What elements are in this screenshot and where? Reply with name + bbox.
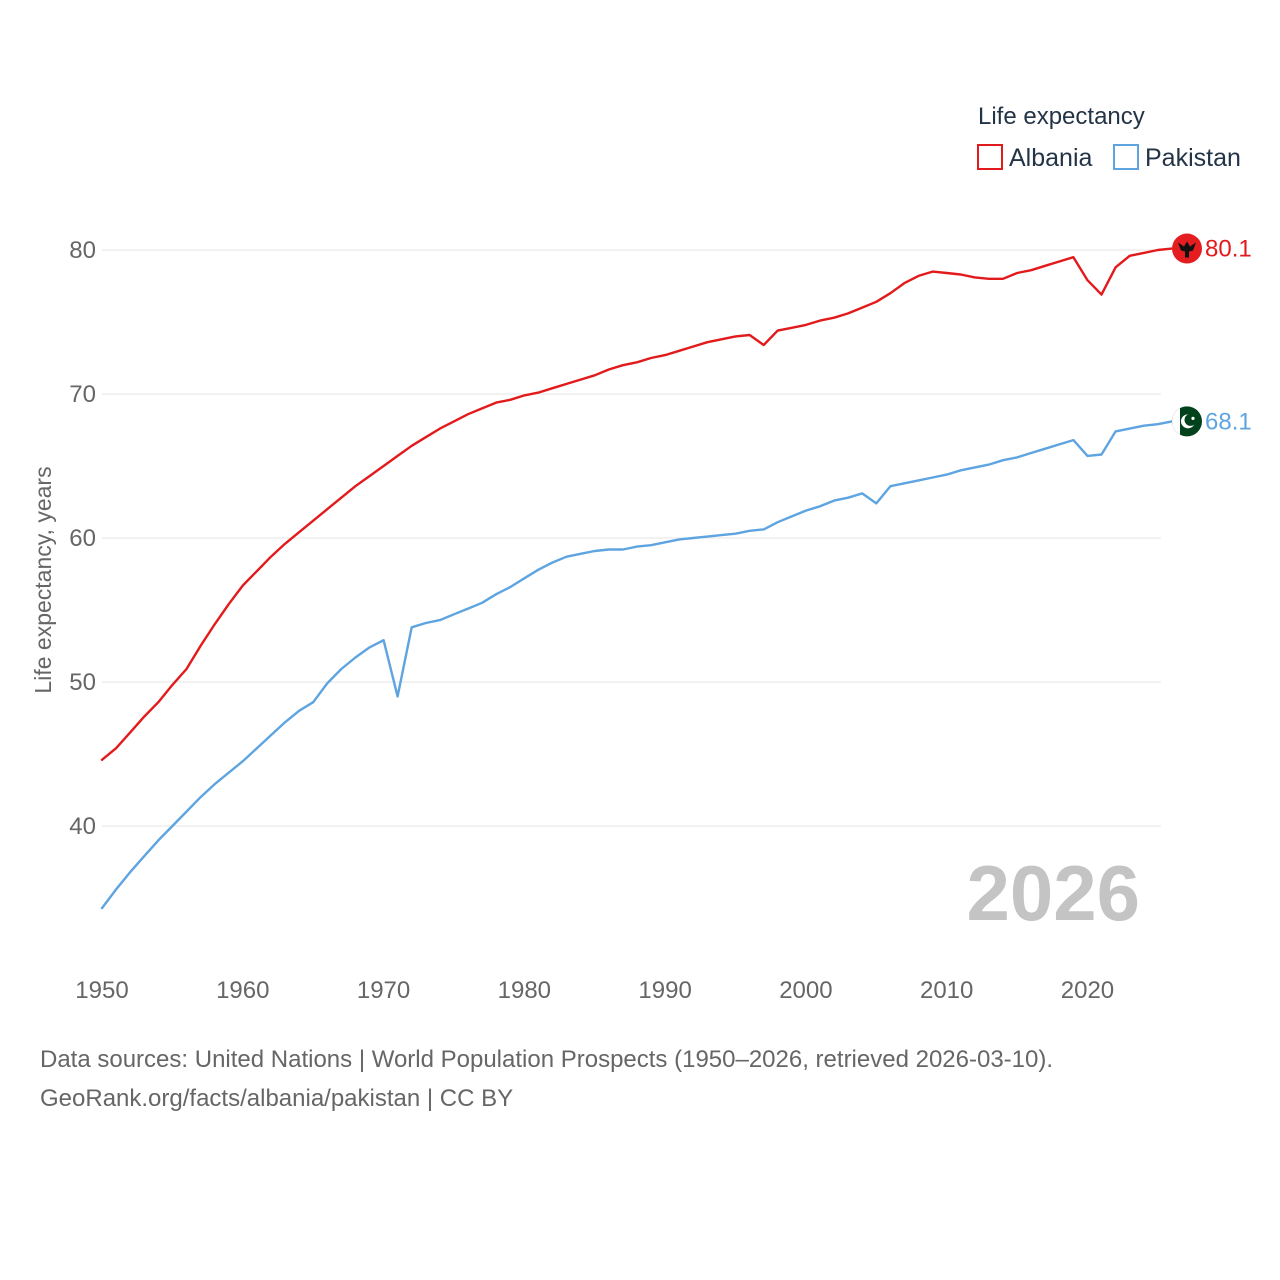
- y-tick-label: 60: [69, 525, 96, 552]
- y-tick-label: 70: [69, 381, 96, 408]
- x-tick-label: 2010: [920, 977, 973, 1004]
- x-tick-label: 1970: [357, 977, 410, 1004]
- y-axis-ticks: 40 50 60 70 80: [69, 237, 96, 840]
- legend-title: Life expectancy: [978, 103, 1145, 130]
- y-tick-label: 80: [69, 237, 96, 264]
- x-tick-label: 1950: [75, 977, 128, 1004]
- y-tick-label: 50: [69, 669, 96, 696]
- life-expectancy-chart: 40 50 60 70 80 1950 1960 1970 1980 1990 2000 2010 2…: [30, 103, 1252, 1004]
- series-line-pakistan: [100, 420, 1174, 910]
- series-line-albania: [100, 247, 1174, 761]
- x-tick-label: 2020: [1061, 977, 1114, 1004]
- end-markers: 80.1 68.1: [1171, 233, 1252, 437]
- series-lines: [100, 247, 1174, 910]
- x-tick-label: 1980: [498, 977, 551, 1004]
- y-tick-label: 40: [69, 813, 96, 840]
- legend-entry-pakistan[interactable]: Pakistan: [1113, 144, 1241, 172]
- end-value-label-albania: 80.1: [1205, 236, 1252, 263]
- current-year-label: 2026: [966, 849, 1140, 937]
- gridlines: [102, 249, 1161, 827]
- legend-swatch: [1113, 144, 1139, 170]
- attribution-link[interactable]: GeoRank.org/facts/albania/pakistan | CC …: [40, 1085, 514, 1112]
- x-tick-label: 2000: [779, 977, 832, 1004]
- footer: Data sources: United Nations | World Pop…: [40, 1040, 1260, 1118]
- x-axis-ticks: 1950 1960 1970 1980 1990 2000 2010 2020: [75, 977, 1114, 1004]
- legend: Life expectancy Albania Pakistan: [977, 103, 1241, 172]
- x-tick-label: 1990: [638, 977, 691, 1004]
- legend-swatch: [977, 144, 1003, 170]
- albania-flag-icon: [1172, 233, 1202, 264]
- pakistan-flag-icon: [1172, 406, 1202, 437]
- legend-label: Pakistan: [1145, 144, 1241, 172]
- end-value-label-pakistan: 68.1: [1205, 408, 1252, 435]
- x-tick-label: 1960: [216, 977, 269, 1004]
- legend-entry-albania[interactable]: Albania: [977, 144, 1092, 172]
- legend-label: Albania: [1009, 144, 1092, 172]
- y-axis-title: Life expectancy, years: [30, 466, 56, 693]
- data-sources-text: Data sources: United Nations | World Pop…: [40, 1046, 1054, 1073]
